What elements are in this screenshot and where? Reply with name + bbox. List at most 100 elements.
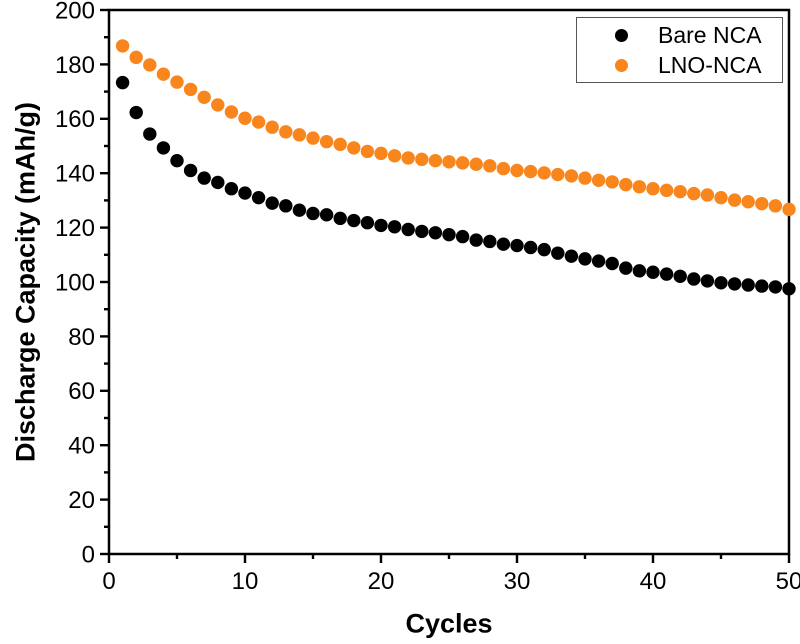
data-point-bare-nca: [496, 237, 511, 251]
y-axis-title: Discharge Capacity (mAh/g): [10, 101, 41, 463]
data-point-bare-nca: [591, 254, 606, 268]
data-point-bare-nca: [564, 249, 579, 263]
data-point-bare-nca: [387, 220, 402, 234]
y-tick-label: 20: [68, 487, 95, 514]
data-point-bare-nca: [510, 238, 524, 253]
data-point-lno-nca: [619, 177, 633, 192]
data-point-bare-nca: [333, 211, 347, 226]
data-point-bare-nca: [143, 127, 157, 141]
data-point-lno-nca: [170, 75, 184, 89]
data-point-lno-nca: [183, 82, 198, 97]
data-point-lno-nca: [129, 50, 143, 65]
data-point-lno-nca: [374, 146, 388, 161]
data-point-bare-nca: [306, 206, 320, 221]
data-point-bare-nca: [551, 246, 565, 260]
data-point-bare-nca: [319, 208, 334, 222]
data-point-lno-nca: [469, 157, 483, 171]
y-tick-label: 0: [82, 541, 95, 568]
data-point-lno-nca: [496, 161, 511, 176]
data-point-lno-nca: [755, 196, 769, 211]
data-point-lno-nca: [306, 131, 320, 145]
data-point-bare-nca: [700, 274, 715, 288]
data-point-bare-nca: [578, 252, 592, 266]
data-point-bare-nca: [279, 199, 293, 213]
data-point-bare-nca: [183, 163, 198, 178]
x-tick-label: 0: [102, 568, 115, 595]
data-point-bare-nca: [537, 242, 551, 257]
legend-entry-bare-nca: Bare NCA: [577, 20, 782, 50]
data-point-bare-nca: [741, 278, 755, 292]
data-point-bare-nca: [687, 272, 701, 286]
bare-nca-circle-icon: [615, 28, 628, 42]
data-point-lno-nca: [115, 39, 130, 53]
y-tick-label: 60: [68, 378, 95, 405]
data-point-lno-nca: [537, 166, 551, 180]
data-point-lno-nca: [143, 58, 157, 72]
data-point-bare-nca: [197, 171, 211, 185]
data-point-bare-nca: [238, 186, 252, 200]
data-point-lno-nca: [510, 163, 524, 178]
x-tick-label: 50: [776, 568, 800, 595]
legend: Bare NCA LNO-NCA: [576, 17, 783, 83]
data-point-bare-nca: [483, 234, 497, 249]
data-point-lno-nca: [428, 153, 443, 168]
lno-nca-circle-icon: [615, 58, 628, 72]
data-point-bare-nca: [646, 265, 660, 279]
data-point-bare-nca: [632, 264, 647, 278]
data-point-bare-nca: [156, 141, 171, 155]
data-point-bare-nca: [224, 182, 239, 196]
data-point-lno-nca: [455, 156, 470, 170]
data-point-lno-nca: [333, 137, 347, 152]
y-tick-label: 200: [55, 0, 95, 24]
data-point-lno-nca: [687, 186, 701, 201]
data-point-lno-nca: [564, 169, 579, 183]
data-point-lno-nca: [387, 149, 402, 163]
x-tick-label: 20: [368, 568, 395, 595]
data-point-bare-nca: [755, 279, 769, 293]
data-point-lno-nca: [673, 184, 687, 199]
data-point-lno-nca: [442, 155, 456, 169]
data-point-lno-nca: [401, 151, 415, 165]
data-point-bare-nca: [415, 224, 429, 239]
data-point-bare-nca: [211, 175, 225, 190]
data-point-lno-nca: [238, 111, 252, 125]
y-tick-label: 160: [55, 106, 95, 133]
data-point-lno-nca: [265, 120, 279, 134]
y-tick-label: 120: [55, 215, 95, 242]
data-point-bare-nca: [360, 216, 375, 230]
data-point-lno-nca: [483, 159, 497, 173]
data-point-bare-nca: [714, 276, 728, 290]
plot-box: [107, 8, 791, 556]
legend-label-bare-nca: Bare NCA: [658, 21, 762, 48]
data-point-lno-nca: [714, 190, 728, 205]
data-point-lno-nca: [632, 180, 647, 194]
data-point-lno-nca: [156, 67, 171, 81]
data-point-lno-nca: [782, 202, 796, 217]
data-point-bare-nca: [619, 261, 633, 275]
data-point-bare-nca: [428, 226, 443, 240]
data-point-bare-nca: [374, 218, 388, 233]
data-point-lno-nca: [347, 141, 361, 155]
data-point-bare-nca: [727, 277, 742, 291]
data-point-bare-nca: [401, 222, 415, 237]
data-point-lno-nca: [659, 183, 674, 198]
data-point-bare-nca: [347, 213, 361, 228]
data-point-lno-nca: [211, 98, 225, 112]
x-tick-label: 30: [504, 568, 531, 595]
legend-entry-lno-nca: LNO-NCA: [577, 50, 782, 80]
y-tick-label: 40: [68, 433, 95, 460]
data-point-lno-nca: [741, 195, 755, 209]
data-point-bare-nca: [129, 105, 143, 120]
data-point-lno-nca: [279, 125, 293, 139]
data-point-bare-nca: [115, 75, 130, 90]
data-point-bare-nca: [170, 153, 184, 168]
data-point-lno-nca: [251, 115, 266, 129]
data-point-lno-nca: [551, 167, 565, 182]
data-point-bare-nca: [605, 256, 619, 271]
y-tick-label: 80: [68, 324, 95, 351]
data-point-bare-nca: [782, 282, 796, 296]
x-axis-title: Cycles: [405, 608, 493, 639]
data-point-lno-nca: [224, 105, 239, 119]
